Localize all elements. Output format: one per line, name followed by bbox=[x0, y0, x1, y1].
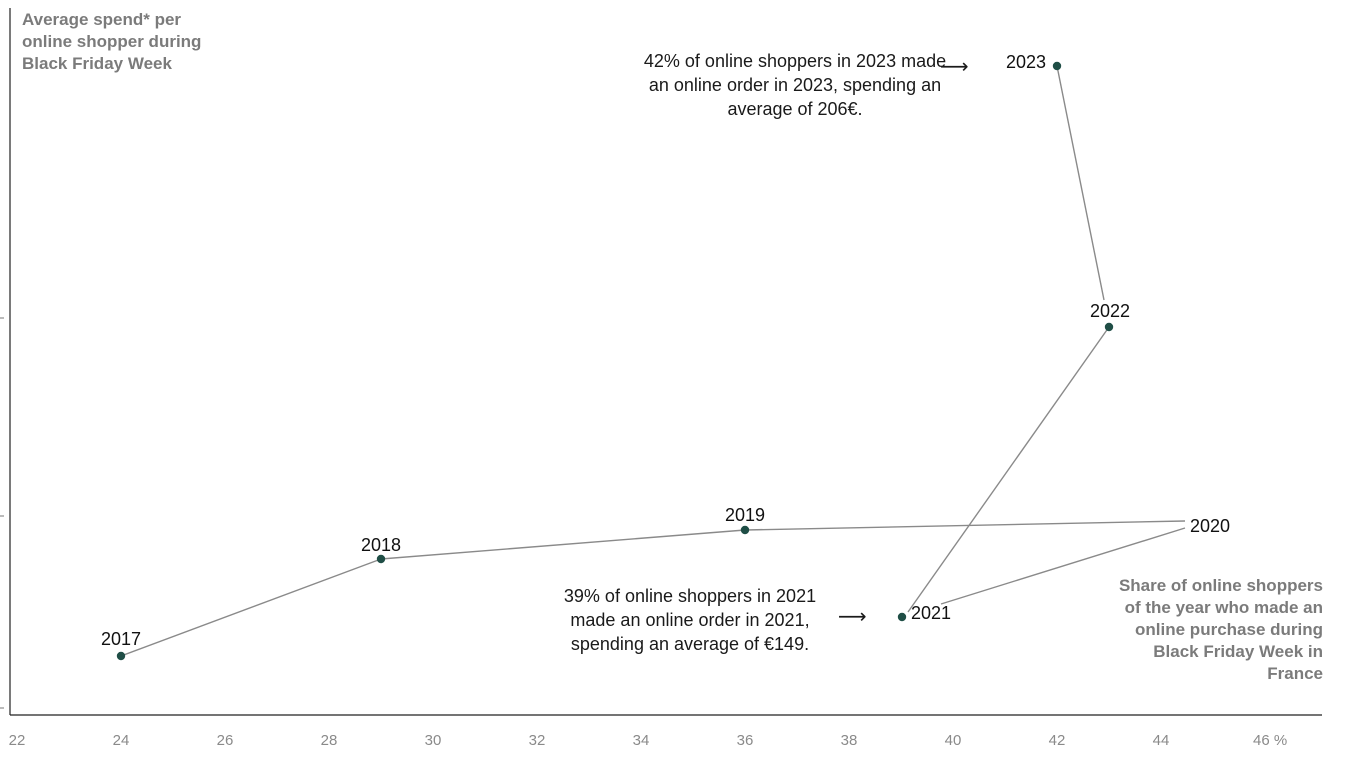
x-tick-label: 24 bbox=[113, 732, 130, 749]
series-segment bbox=[1056, 65, 1105, 301]
point-labels: 2017 2018 2019 2020 2021 2022 2023 bbox=[101, 52, 1230, 649]
x-tick-label: 42 bbox=[1049, 732, 1066, 749]
point-label-2022: 2022 bbox=[1090, 301, 1130, 321]
x-tick-label: 44 bbox=[1153, 732, 1170, 749]
x-tick-label: 22 bbox=[9, 732, 26, 749]
x-tick-label: 36 bbox=[737, 732, 754, 749]
y-axis-title: Average spend* per online shopper during… bbox=[22, 10, 202, 73]
series-segment bbox=[120, 558, 382, 657]
x-tick-label: 38 bbox=[841, 732, 858, 749]
series-segment bbox=[940, 527, 1186, 605]
annotation-2023: 42% of online shoppers in 2023 made an o… bbox=[643, 51, 947, 119]
x-tick-label: 26 bbox=[217, 732, 234, 749]
x-tick-label: 46 % bbox=[1253, 732, 1287, 749]
data-point-2017 bbox=[116, 651, 126, 661]
annotation-2023-arrow: ⟶ bbox=[940, 56, 969, 78]
data-point-2019 bbox=[740, 525, 750, 535]
series-line bbox=[120, 65, 1186, 657]
data-point-2018 bbox=[376, 554, 386, 564]
axes bbox=[0, 8, 1322, 716]
x-tick-label: 34 bbox=[633, 732, 650, 749]
series-points bbox=[116, 61, 1114, 661]
x-tick-label: 32 bbox=[529, 732, 546, 749]
annotation-2021: 39% of online shoppers in 2021 made an o… bbox=[563, 586, 817, 654]
data-point-2022 bbox=[1104, 322, 1114, 332]
series-segment bbox=[907, 326, 1110, 613]
series-segment bbox=[380, 529, 746, 560]
x-tick-label: 30 bbox=[425, 732, 442, 749]
x-tick-label: 40 bbox=[945, 732, 962, 749]
annotation-2021-arrow: ⟶ bbox=[838, 606, 867, 628]
point-label-2019: 2019 bbox=[725, 505, 765, 525]
data-point-2021 bbox=[897, 612, 907, 622]
point-label-2017: 2017 bbox=[101, 629, 141, 649]
point-label-2018: 2018 bbox=[361, 535, 401, 555]
x-tick-label: 28 bbox=[321, 732, 338, 749]
series-segment bbox=[744, 520, 1186, 531]
x-axis-title: Share of online shoppers of the year who… bbox=[1118, 576, 1323, 683]
point-label-2023: 2023 bbox=[1006, 52, 1046, 72]
point-label-2021: 2021 bbox=[911, 603, 951, 623]
data-point-2023 bbox=[1052, 61, 1062, 71]
x-ticks: 22 24 26 28 30 32 34 36 38 40 42 44 46 % bbox=[9, 732, 1288, 749]
point-label-2020: 2020 bbox=[1190, 516, 1230, 536]
